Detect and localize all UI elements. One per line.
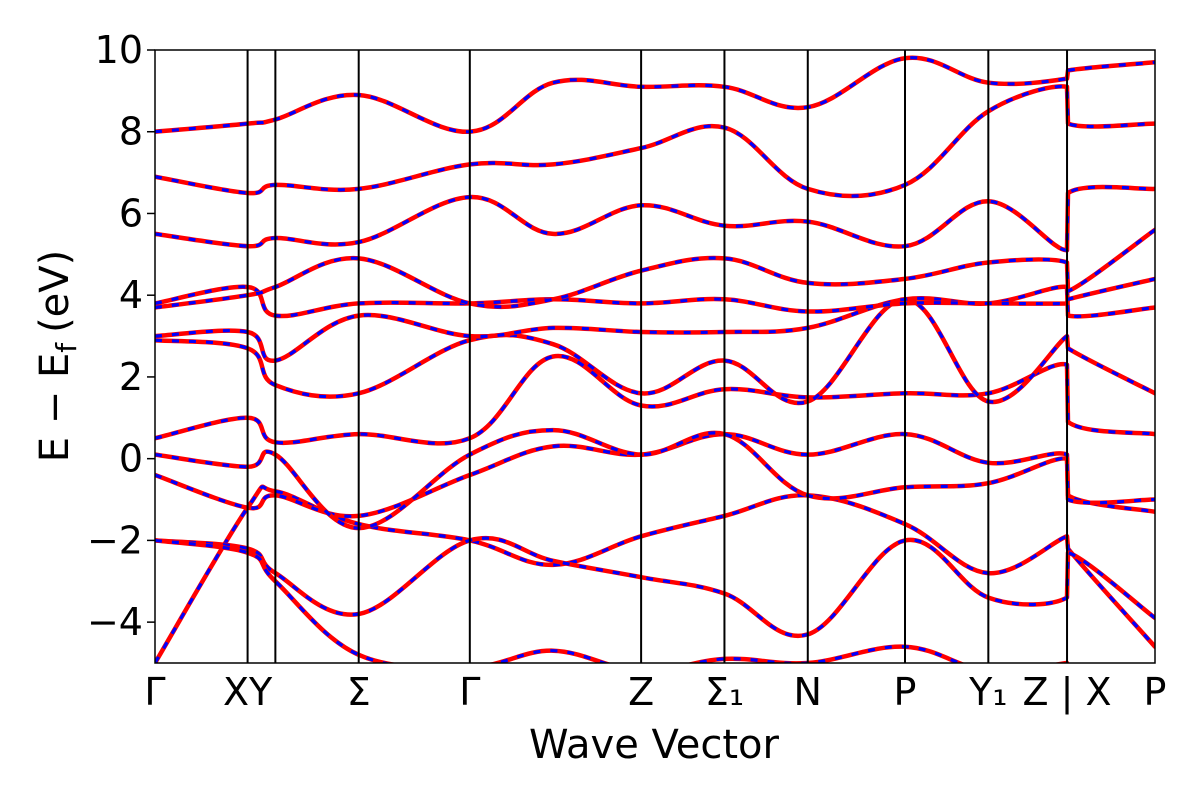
y-tick-label-3: 2	[119, 355, 143, 399]
x-axis-label: Wave Vector	[529, 722, 780, 768]
x-tick-label-8: P	[894, 670, 917, 714]
x-tick-label-1: XY	[223, 670, 273, 714]
band-12-dashed	[155, 56, 1155, 134]
y-axis-label-unit: (eV)	[32, 250, 78, 333]
band-8-solid	[155, 276, 1155, 319]
x-tick-label-10: Z | X	[1023, 670, 1112, 715]
x-tick-label-4: Γ	[459, 670, 480, 714]
x-tick-label-7: N	[794, 670, 822, 714]
band-10-dashed	[155, 185, 1155, 252]
band-12-solid	[155, 55, 1155, 134]
y-tick-label-4: 4	[119, 273, 143, 317]
band-0-dashed	[155, 485, 1155, 663]
kpoint-lines	[246, 50, 1069, 663]
y-tick-label-6: 8	[119, 110, 143, 154]
x-tick-label-11: P	[1144, 670, 1167, 714]
y-tick-label-2: 0	[119, 437, 143, 481]
band-11-solid	[155, 84, 1155, 199]
band-0-solid	[155, 484, 1155, 663]
y-axis-label-main: E − E	[32, 353, 78, 463]
x-tick-label-0: Γ	[144, 670, 165, 714]
band-8-dashed	[155, 277, 1155, 318]
x-tick-label-3: Σ	[347, 670, 371, 714]
band-1-dashed	[155, 536, 1155, 638]
band-1-solid	[155, 535, 1155, 639]
band-3-solid	[155, 431, 1155, 519]
y-tick-label-5: 6	[119, 191, 143, 235]
band-4-solid	[155, 427, 1155, 531]
x-tick-label-5: Z	[628, 670, 654, 714]
x-ticks: Γ XY Σ Γ Z Σ₁ N P Y₁ Z | X P	[144, 670, 1166, 715]
x-tick-label-6: Σ₁	[705, 670, 744, 714]
x-tick-label-9: Y₁	[968, 670, 1007, 714]
band-7-dashed	[155, 285, 1155, 363]
band-lines	[155, 55, 1155, 663]
y-axis-label: E − Ef (eV)	[32, 250, 83, 463]
y-tick-label-7: 10	[95, 28, 143, 72]
y-tick-label-1: −2	[87, 518, 143, 562]
plot-frame	[154, 49, 1156, 664]
y-tick-label-0: −4	[87, 600, 143, 644]
band-2-solid	[155, 538, 1070, 663]
y-axis-label-sub: f	[50, 342, 83, 353]
y-ticks: −4 −2 0 2 4 6 8 10	[87, 28, 155, 644]
band-7-solid	[155, 284, 1155, 363]
